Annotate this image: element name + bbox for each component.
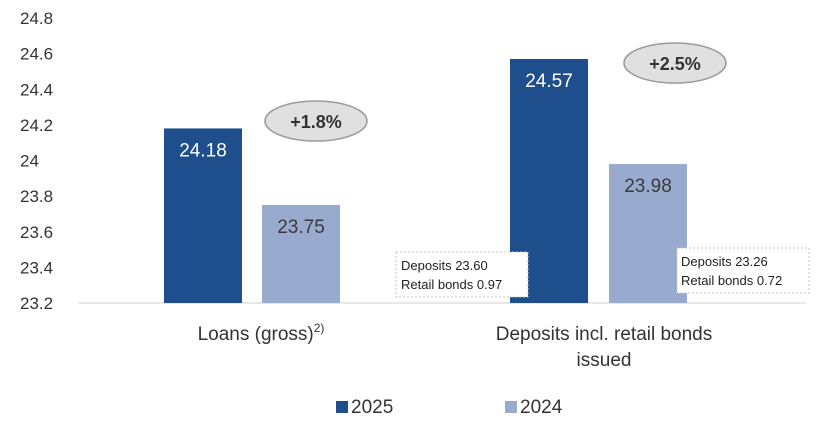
value-label-deposits-2024: 23.98 <box>624 176 672 197</box>
y-tick-label: 24.8 <box>20 9 53 28</box>
value-label-loans-2024: 23.75 <box>277 217 325 238</box>
y-tick-label: 24.2 <box>20 116 53 135</box>
breakdown-retail-bonds-2025: Retail bonds 0.97 <box>401 277 502 292</box>
y-tick-label: 23.6 <box>20 223 53 242</box>
y-tick-label: 24.4 <box>20 80 53 99</box>
growth-badge-deposits: +2.5% <box>623 42 727 84</box>
y-tick-label: 24 <box>20 152 39 171</box>
breakdown-box-border <box>395 251 529 298</box>
growth-label-deposits: +2.5% <box>649 54 701 74</box>
y-tick-label: 23.4 <box>20 258 53 277</box>
category-label-deposits-line2: issued <box>577 350 632 371</box>
bar-loans-2025 <box>164 128 242 303</box>
breakdown-deposits-2025: Deposits 23.60 <box>401 258 488 273</box>
bar-deposits-2024 <box>609 164 687 303</box>
category-label-deposits-line1: Deposits incl. retail bonds <box>496 324 713 345</box>
breakdown-deposits-2024: Deposits 23.26 <box>681 254 768 269</box>
bar-loans-2024 <box>262 205 340 303</box>
legend-label-2025: 2025 <box>351 397 393 418</box>
y-axis: 24.8 24.6 24.4 24.2 24 23.8 23.6 23.4 23.2 <box>20 9 53 313</box>
legend-swatch-2025 <box>336 401 348 413</box>
breakdown-box-2024: Deposits 23.26 Retail bonds 0.72 <box>676 247 810 294</box>
growth-ellipse <box>264 100 368 142</box>
category-label-loans-text: Loans (gross) <box>198 324 314 345</box>
growth-badge-loans: +1.8% <box>264 100 368 142</box>
breakdown-retail-bonds-2024: Retail bonds 0.72 <box>681 273 782 288</box>
legend: 2025 2024 <box>336 397 563 418</box>
breakdown-box-2025: Deposits 23.60 Retail bonds 0.97 <box>395 251 529 298</box>
y-tick-label: 23.2 <box>20 294 53 313</box>
growth-ellipse <box>623 42 727 84</box>
y-tick-label: 23.8 <box>20 187 53 206</box>
value-label-loans-2025: 24.18 <box>179 140 227 161</box>
growth-label-loans: +1.8% <box>290 112 342 132</box>
legend-swatch-2024 <box>505 401 517 413</box>
y-tick-label: 24.6 <box>20 45 53 64</box>
category-label-loans-superscript: 2) <box>314 321 325 335</box>
value-label-deposits-2025: 24.57 <box>525 71 573 92</box>
breakdown-box-border <box>676 247 810 294</box>
legend-label-2024: 2024 <box>520 397 563 418</box>
category-label-loans: Loans (gross)2) <box>198 321 325 345</box>
